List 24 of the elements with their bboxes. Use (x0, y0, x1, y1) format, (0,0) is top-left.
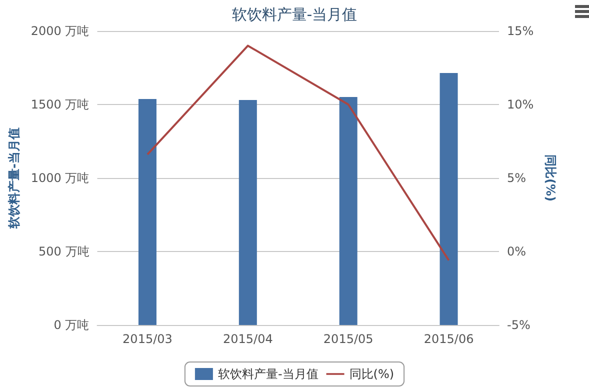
y2-tick-label: 15% (507, 24, 534, 38)
legend-label: 同比(%) (349, 367, 394, 381)
bar (238, 100, 257, 325)
y2-tick-label: 5% (507, 171, 526, 185)
bar (339, 97, 358, 325)
y2-tick-label: 10% (507, 98, 534, 112)
y2-tick-label: 0% (507, 244, 526, 258)
x-tick-label: 2015/05 (323, 332, 374, 346)
legend-label: 软饮料产量-当月值 (218, 367, 318, 381)
y-tick-label: 2000 万吨 (30, 24, 90, 38)
line-series (146, 44, 450, 262)
y2-tick-label: -5% (507, 318, 530, 332)
y-tick-label: 1500 万吨 (30, 98, 90, 112)
x-tick-label: 2015/04 (222, 332, 273, 346)
y-tick-label: 500 万吨 (38, 244, 90, 258)
x-tick-label: 2015/06 (424, 332, 474, 346)
x-tick-label: 2015/03 (122, 332, 172, 346)
bar (138, 99, 156, 325)
chart-title: 软饮料产量-当月值 (232, 6, 358, 24)
bar (440, 73, 458, 325)
y-axis-title: 软饮料产量-当月值 (7, 128, 21, 230)
y2-axis-title: 同比(%) (544, 154, 558, 202)
y-tick-label: 1000 万吨 (30, 171, 90, 185)
y-tick-label: 0 万吨 (54, 318, 90, 332)
